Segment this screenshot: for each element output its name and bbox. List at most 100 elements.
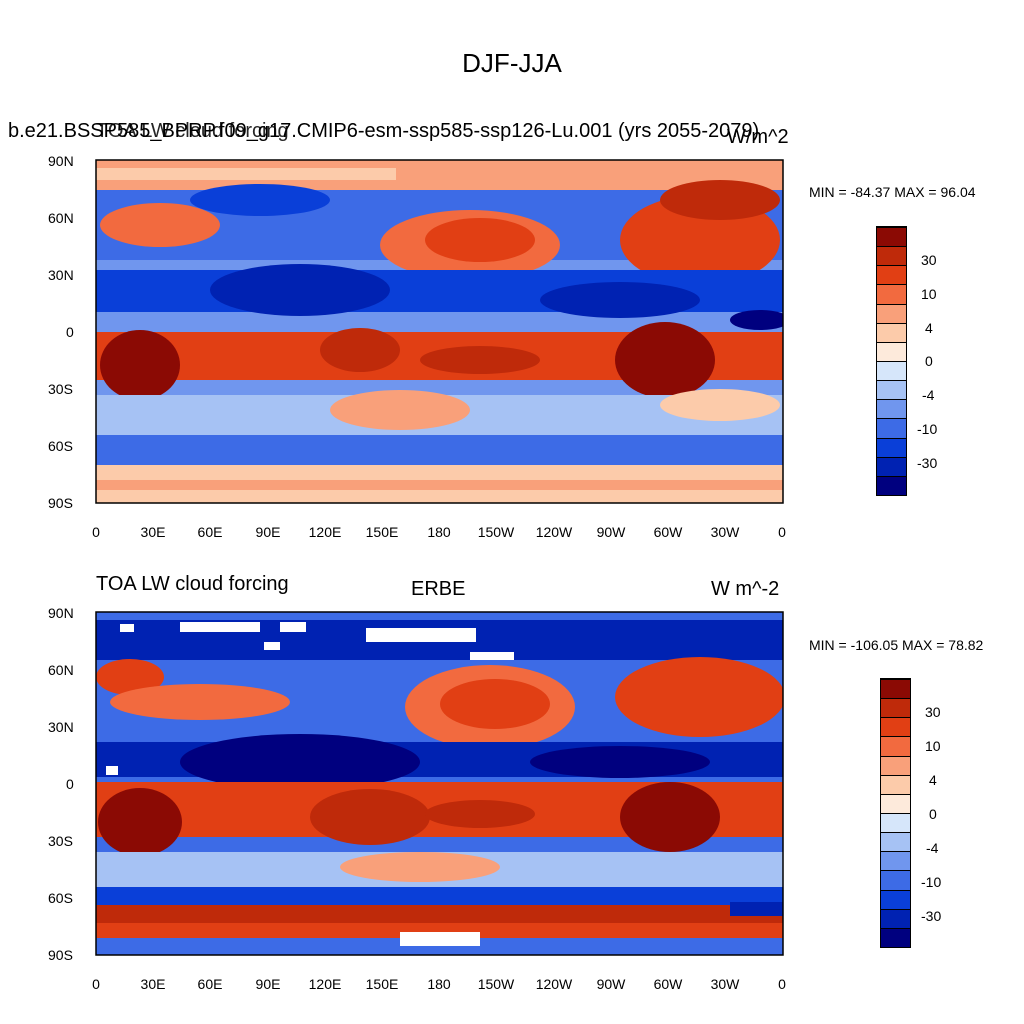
lon-tick-label: 120W: [536, 524, 573, 540]
lon-tick-label: 60W: [654, 976, 684, 992]
panel2-units: W m^-2: [711, 578, 780, 600]
lon-tick-label: 150W: [478, 976, 515, 992]
lon-tick-label: 90W: [597, 976, 627, 992]
lon-tick-label: 150W: [478, 524, 515, 540]
colorbar-swatch: [881, 851, 910, 871]
panel2-colorbar: [880, 678, 911, 948]
lon-tick-label: 60E: [198, 976, 223, 992]
colorbar-label: 30: [925, 704, 941, 720]
colorbar-swatch: [877, 227, 906, 247]
lon-tick-label: 0: [92, 524, 100, 540]
lon-tick-label: 60E: [198, 524, 223, 540]
colorbar-label: 10: [925, 738, 941, 754]
colorbar-swatch: [877, 361, 906, 381]
colorbar-swatch: [881, 889, 910, 909]
colorbar-swatch: [877, 284, 906, 304]
colorbar-label: -10: [921, 874, 942, 890]
panel1-field: [96, 160, 783, 503]
lat-tick-label: 60S: [48, 890, 73, 906]
lon-tick-label: 180: [427, 976, 451, 992]
colorbar-swatch: [881, 793, 910, 814]
colorbar-label: 30: [921, 252, 937, 268]
colorbar-label: 0: [929, 806, 937, 822]
colorbar-swatch: [881, 908, 910, 928]
panel1-variable-title: TOA LW cloud forcing: [96, 120, 289, 142]
lat-tick-label: 90S: [48, 947, 73, 963]
colorbar-label: 4: [929, 772, 937, 788]
lat-tick-label: 90N: [48, 605, 74, 621]
colorbar-swatch: [881, 927, 910, 947]
lat-tick-label: 0: [66, 776, 74, 792]
colorbar-swatch: [877, 437, 906, 457]
lat-tick-label: 30N: [48, 267, 74, 283]
panel2-field: [96, 612, 783, 955]
figure-title: DJF-JJA: [462, 48, 562, 78]
colorbar-swatch: [881, 698, 910, 718]
colorbar-swatch: [881, 679, 910, 699]
panel1-units: W/m^2: [727, 126, 789, 148]
colorbar-swatch: [877, 322, 906, 342]
panel2-variable-title: TOA LW cloud forcing: [96, 573, 289, 595]
panel2-dataset-title: ERBE: [411, 578, 466, 600]
colorbar-label: -30: [921, 908, 942, 924]
colorbar-swatch: [881, 813, 910, 833]
panel2-minmax: MIN = -106.05 MAX = 78.82: [809, 637, 984, 653]
colorbar-swatch: [877, 380, 906, 400]
lon-tick-label: 0: [778, 976, 786, 992]
lon-tick-label: 30E: [141, 524, 166, 540]
panel2-lon-axis: 0 30E 60E 90E 120E 150E 180 150W 120W 90…: [92, 976, 786, 992]
lon-tick-label: 90W: [597, 524, 627, 540]
panel1-case-title: b.e21.BSSP585_BPRP.f09_g17.CMIP6-esm-ssp…: [8, 120, 760, 142]
lat-tick-label: 30N: [48, 719, 74, 735]
lon-tick-label: 90E: [256, 976, 281, 992]
lon-tick-label: 150E: [366, 524, 399, 540]
lat-tick-label: 30S: [48, 381, 73, 397]
lat-tick-label: 30S: [48, 833, 73, 849]
lon-tick-label: 30W: [711, 524, 741, 540]
colorbar-label: 4: [925, 320, 933, 336]
lon-tick-label: 90E: [256, 524, 281, 540]
panel2-map: 90N 60N 30N 0 30S 60S 90S 0 30E 60E 90E …: [48, 605, 786, 992]
panel1-colorbar: [876, 226, 907, 496]
colorbar-swatch: [881, 736, 910, 756]
colorbar-swatch: [877, 303, 906, 323]
lon-tick-label: 60W: [654, 524, 684, 540]
colorbar-swatch: [881, 832, 910, 852]
lon-tick-label: 0: [778, 524, 786, 540]
panel2-lat-axis: 90N 60N 30N 0 30S 60S 90S: [48, 605, 74, 963]
lat-tick-label: 60N: [48, 210, 74, 226]
lat-tick-label: 60S: [48, 438, 73, 454]
panel1-map: 90N 60N 30N 0 30S 60S 90S 0 30E 60E 90E …: [48, 153, 786, 540]
panel1-lat-axis: 90N 60N 30N 0 30S 60S 90S: [48, 153, 74, 511]
lon-tick-label: 0: [92, 976, 100, 992]
lon-tick-label: 120E: [309, 524, 342, 540]
colorbar-swatch: [877, 399, 906, 419]
colorbar-swatch: [881, 870, 910, 890]
colorbar-label: 0: [925, 353, 933, 369]
lon-tick-label: 120W: [536, 976, 573, 992]
panel1-lon-axis: 0 30E 60E 90E 120E 150E 180 150W 120W 90…: [92, 524, 786, 540]
lon-tick-label: 30W: [711, 976, 741, 992]
lat-tick-label: 90S: [48, 495, 73, 511]
panel1-minmax: MIN = -84.37 MAX = 96.04: [809, 184, 976, 200]
colorbar-label: -4: [926, 840, 939, 856]
colorbar-label: -10: [917, 421, 938, 437]
colorbar-swatch: [877, 341, 906, 362]
colorbar-swatch: [877, 246, 906, 266]
lat-tick-label: 0: [66, 324, 74, 340]
colorbar-swatch: [877, 475, 906, 495]
lon-tick-label: 120E: [309, 976, 342, 992]
colorbar-swatch: [881, 755, 910, 775]
colorbar-swatch: [877, 456, 906, 476]
lat-tick-label: 60N: [48, 662, 74, 678]
lon-tick-label: 30E: [141, 976, 166, 992]
colorbar-swatch: [877, 265, 906, 285]
colorbar-label: 10: [921, 286, 937, 302]
colorbar-swatch: [877, 418, 906, 438]
colorbar-label: -4: [922, 387, 935, 403]
lon-tick-label: 150E: [366, 976, 399, 992]
lat-tick-label: 90N: [48, 153, 74, 169]
lon-tick-label: 180: [427, 524, 451, 540]
colorbar-swatch: [881, 717, 910, 737]
colorbar-swatch: [881, 774, 910, 794]
